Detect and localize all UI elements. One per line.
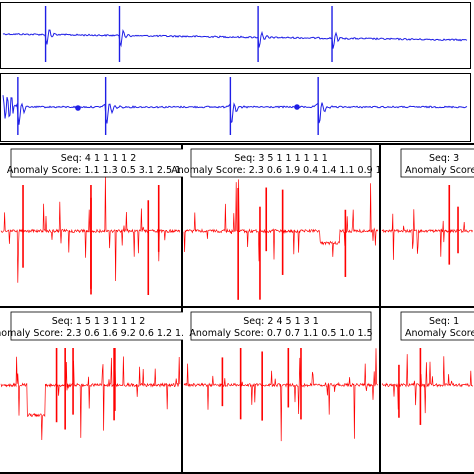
- sensor-panel-6-label-frame: [400, 311, 474, 341]
- sensor-panel-4-seq: Seq: 1 5 1 3 1 1 1 2: [52, 316, 146, 327]
- signal-2-dot-1: [75, 105, 81, 111]
- sensor-panel-1-seq: Seq: 4 1 1 1 1 2: [61, 153, 137, 164]
- signal-1-line: [2, 28, 468, 49]
- signal-panel-1-frame: [0, 2, 471, 69]
- sensor-panel-2-seq: Seq: 3 5 1 1 1 1 1 1: [234, 153, 328, 164]
- sensor-panel-4-signal: [0, 356, 181, 441]
- sensor-panel-6-seq: Seq: 1: [429, 316, 459, 327]
- signal-panel-2-frame: [0, 73, 471, 142]
- sensor-panel-3-seq: Seq: 3: [429, 153, 459, 164]
- sensor-panel-1-label-frame: [10, 148, 187, 178]
- sensor-panel-2-anomaly-score: Anomaly Score: 2.3 0.6 1.9 0.4 1.4 1.1 0…: [171, 165, 391, 176]
- sensor-panel-3-label-frame: [400, 148, 474, 178]
- sensor-panel-5-signal: [183, 348, 379, 442]
- signal-2-dot-2: [294, 104, 300, 110]
- sensor-panel-5-anomaly-score: Anomaly Score: 0.7 0.7 1.1 0.5 1.0 1.5: [189, 328, 372, 339]
- sensor-panel-5-seq: Seq: 2 4 5 1 3 1: [243, 316, 319, 327]
- sensor-panel-5-label-frame: [190, 311, 372, 341]
- sensor-panel-3-anomaly-score: Anomaly Score: 0: [405, 165, 474, 176]
- sensor-panel-4-anomaly-score: Anomaly Score: 2.3 0.6 1.6 9.2 0.6 1.2 1…: [0, 328, 208, 339]
- sensor-panel-2-label-frame: [190, 148, 372, 178]
- sensor-panel-4-label-frame: [10, 311, 187, 341]
- sensor-panel-1-anomaly-score: Anomaly Score: 1.1 1.3 0.5 3.1 2.5 1.7: [7, 165, 190, 176]
- sensor-panel-6-anomaly-score: Anomaly Score: 0: [405, 328, 474, 339]
- sensor-panel-6-signal: [381, 354, 473, 414]
